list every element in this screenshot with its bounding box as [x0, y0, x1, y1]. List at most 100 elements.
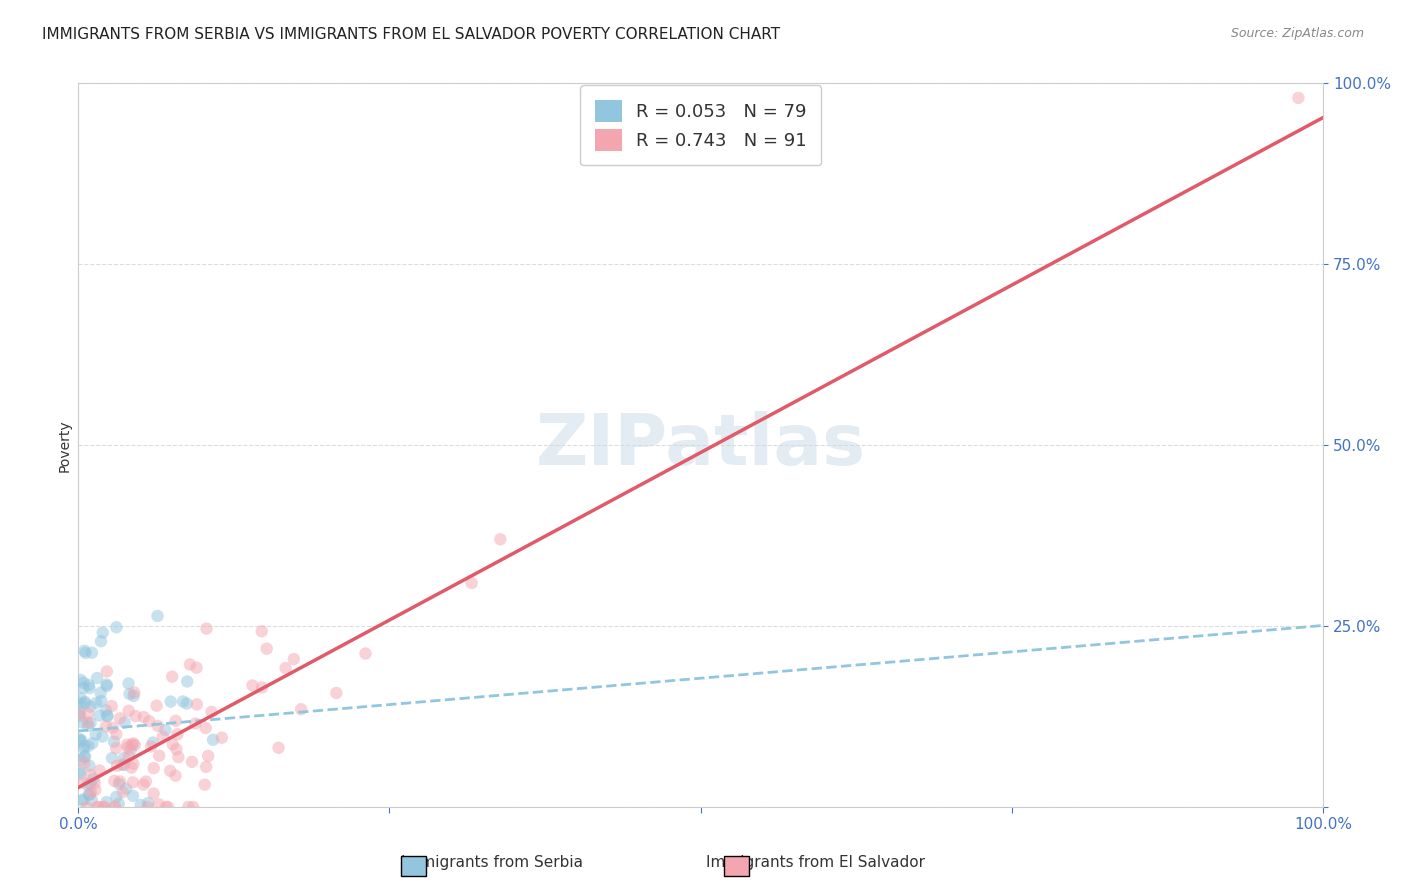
Point	[200, 705, 222, 719]
Point	[122, 685, 145, 699]
Point	[70, 715, 93, 730]
Point	[96, 679, 118, 693]
Point	[73, 697, 96, 711]
Point	[139, 739, 162, 754]
Point	[69, 707, 91, 722]
Point	[82, 736, 104, 750]
Point	[79, 699, 101, 714]
Point	[79, 776, 101, 790]
Point	[112, 758, 135, 772]
Text: Immigrants from El Salvador: Immigrants from El Salvador	[706, 855, 925, 870]
Point	[96, 677, 118, 691]
Point	[136, 800, 159, 814]
Point	[105, 789, 128, 804]
Point	[77, 706, 100, 721]
Point	[70, 753, 93, 767]
Point	[93, 800, 115, 814]
Point	[177, 800, 200, 814]
Point	[135, 774, 157, 789]
Point	[70, 733, 93, 747]
Point	[84, 696, 107, 710]
Point	[69, 673, 91, 687]
Point	[79, 681, 101, 695]
Point	[195, 760, 218, 774]
Text: ZIPatlas: ZIPatlas	[536, 410, 866, 480]
Point	[84, 783, 107, 797]
Point	[181, 755, 204, 769]
Point	[124, 709, 146, 723]
Y-axis label: Poverty: Poverty	[58, 419, 72, 472]
Point	[157, 800, 180, 814]
Point	[67, 764, 90, 779]
Point	[84, 727, 107, 741]
Point	[107, 797, 129, 811]
Point	[1286, 91, 1309, 105]
Point	[69, 734, 91, 748]
Point	[121, 738, 143, 752]
Point	[72, 681, 94, 695]
Point	[142, 761, 165, 775]
Point	[105, 741, 128, 756]
Point	[115, 781, 138, 796]
Point	[354, 647, 377, 661]
Point	[142, 787, 165, 801]
Point	[132, 710, 155, 724]
Point	[186, 661, 208, 675]
Point	[274, 661, 297, 675]
Point	[67, 696, 90, 710]
Point	[86, 671, 108, 685]
Point	[256, 641, 278, 656]
Point	[73, 756, 96, 771]
Point	[112, 751, 135, 765]
Point	[76, 778, 98, 792]
Point	[94, 719, 117, 733]
Point	[152, 730, 174, 744]
Point	[72, 675, 94, 690]
Point	[91, 730, 114, 744]
Point	[69, 709, 91, 723]
Point	[72, 775, 94, 789]
Point	[69, 691, 91, 706]
Point	[111, 785, 134, 799]
Point	[250, 681, 273, 695]
Point	[118, 704, 141, 718]
Point	[73, 644, 96, 658]
Point	[77, 788, 100, 802]
Point	[73, 739, 96, 754]
Point	[79, 788, 101, 802]
Point	[76, 715, 98, 730]
Point	[142, 735, 165, 749]
Point	[181, 800, 204, 814]
Point	[184, 716, 207, 731]
Point	[90, 694, 112, 708]
Point	[179, 657, 201, 672]
Point	[242, 678, 264, 692]
Point	[122, 689, 145, 703]
Point	[166, 727, 188, 741]
Point	[96, 665, 118, 679]
Point	[103, 800, 125, 814]
Point	[148, 748, 170, 763]
Point	[197, 748, 219, 763]
Point	[129, 797, 152, 812]
Point	[145, 698, 167, 713]
Point	[104, 800, 127, 814]
Point	[89, 708, 111, 723]
Point	[176, 674, 198, 689]
Text: Source: ZipAtlas.com: Source: ZipAtlas.com	[1230, 27, 1364, 40]
Point	[165, 714, 187, 728]
Point	[108, 774, 131, 789]
Point	[165, 769, 187, 783]
Point	[155, 723, 177, 737]
Point	[250, 624, 273, 639]
Point	[186, 698, 208, 712]
Point	[96, 708, 118, 723]
Point	[155, 800, 177, 814]
Point	[124, 738, 146, 752]
Point	[118, 749, 141, 764]
Point	[108, 777, 131, 791]
Point	[73, 749, 96, 764]
Point	[159, 695, 181, 709]
Point	[77, 719, 100, 733]
Point	[94, 704, 117, 718]
